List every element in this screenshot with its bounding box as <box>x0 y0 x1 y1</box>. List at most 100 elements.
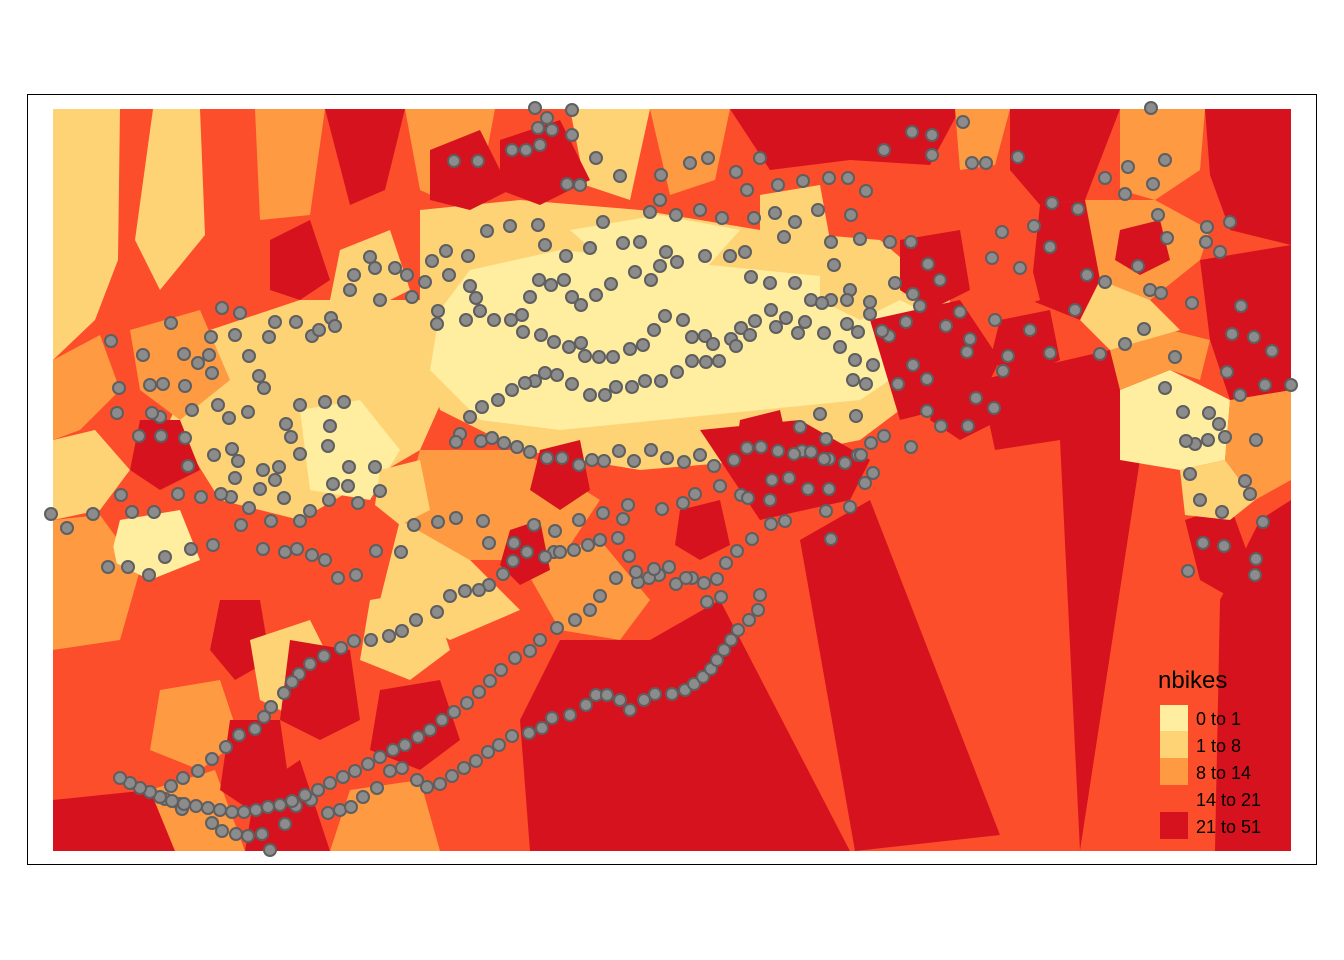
voronoi-cell <box>150 680 240 770</box>
bike-station-marker <box>305 548 319 562</box>
bike-station-marker <box>804 445 818 459</box>
bike-station-marker <box>1225 327 1239 341</box>
bike-station-marker <box>482 536 496 550</box>
bike-station-marker <box>1243 487 1257 501</box>
bike-station-marker <box>572 458 586 472</box>
bike-station-marker <box>747 211 761 225</box>
bike-station-marker <box>545 123 559 137</box>
bike-station-marker <box>677 455 691 469</box>
bike-station-marker <box>1154 286 1168 300</box>
bike-station-marker <box>496 567 510 581</box>
bike-station-marker <box>268 473 282 487</box>
bike-station-marker <box>1256 515 1270 529</box>
bike-station-marker <box>177 797 191 811</box>
bike-station-marker <box>506 554 520 568</box>
bike-station-marker <box>364 633 378 647</box>
bike-station-marker <box>1181 564 1195 578</box>
bike-station-marker <box>132 429 146 443</box>
bike-station-marker <box>491 393 505 407</box>
bike-station-marker <box>644 443 658 457</box>
bike-station-marker <box>693 448 707 462</box>
bike-station-marker <box>592 350 606 364</box>
bike-station-marker <box>222 411 236 425</box>
bike-station-marker <box>241 829 255 843</box>
bike-station-marker <box>913 299 927 313</box>
bike-station-marker <box>518 376 532 390</box>
bike-station-marker <box>763 493 777 507</box>
bike-station-marker <box>494 663 508 677</box>
bike-station-marker <box>388 261 402 275</box>
bike-station-marker <box>559 249 573 263</box>
bike-station-marker <box>433 777 447 791</box>
bike-station-marker <box>164 779 178 793</box>
bike-station-marker <box>356 790 370 804</box>
bike-station-marker <box>670 365 684 379</box>
bike-station-marker <box>273 798 287 812</box>
bike-station-marker <box>1248 568 1262 582</box>
bike-station-marker <box>1160 231 1174 245</box>
legend-swatch-2 <box>1160 758 1188 785</box>
voronoi-cell <box>280 640 360 740</box>
bike-station-marker <box>658 309 672 323</box>
bike-station-marker <box>1202 406 1216 420</box>
bike-station-marker <box>234 518 248 532</box>
bike-station-marker <box>213 803 227 817</box>
bike-station-marker <box>409 613 423 627</box>
bike-station-marker <box>394 545 408 559</box>
bike-station-marker <box>442 268 456 282</box>
bike-station-marker <box>864 436 878 450</box>
bike-station-marker <box>563 708 577 722</box>
bike-station-marker <box>228 471 242 485</box>
bike-station-marker <box>636 338 650 352</box>
bike-station-marker <box>420 780 434 794</box>
bike-station-marker <box>811 203 825 217</box>
bike-station-marker <box>194 490 208 504</box>
legend-label-0: 0 to 1 <box>1196 709 1241 729</box>
bike-station-marker <box>753 151 767 165</box>
bike-station-marker <box>114 488 128 502</box>
voronoi-cell <box>520 600 850 851</box>
bike-station-marker <box>368 460 382 474</box>
bike-station-marker <box>171 487 185 501</box>
bike-station-marker <box>849 409 863 423</box>
bike-station-marker <box>979 156 993 170</box>
bike-station-marker <box>373 484 387 498</box>
bike-station-marker <box>323 419 337 433</box>
bike-station-marker <box>724 633 738 647</box>
bike-station-marker <box>205 816 219 830</box>
bike-station-marker <box>589 288 603 302</box>
bike-station-marker <box>395 624 409 638</box>
bike-station-marker <box>824 235 838 249</box>
bike-station-marker <box>110 406 124 420</box>
bike-station-marker <box>791 326 805 340</box>
voronoi-cell <box>53 109 120 360</box>
bike-station-marker <box>654 374 668 388</box>
bike-station-marker <box>225 442 239 456</box>
bike-station-marker <box>743 328 757 342</box>
bike-station-marker <box>585 453 599 467</box>
bike-station-marker <box>348 764 362 778</box>
bike-station-marker <box>473 304 487 318</box>
bike-station-marker <box>447 154 461 168</box>
bike-station-marker <box>1071 202 1085 216</box>
bike-station-marker <box>1080 268 1094 282</box>
bike-station-marker <box>540 111 554 125</box>
bike-station-marker <box>439 244 453 258</box>
voronoi-cell <box>1115 220 1170 275</box>
bike-station-marker <box>447 705 461 719</box>
bike-station-marker <box>125 505 139 519</box>
bike-station-marker <box>765 473 779 487</box>
legend-label-3: 14 to 21 <box>1196 790 1261 810</box>
voronoi-cell <box>800 500 1000 851</box>
bike-station-marker <box>621 498 635 512</box>
bike-station-marker <box>1185 296 1199 310</box>
bike-station-marker <box>505 143 519 157</box>
bike-station-marker <box>285 794 299 808</box>
bike-station-marker <box>838 456 852 470</box>
bike-station-marker <box>1151 208 1165 222</box>
bike-station-marker <box>764 303 778 317</box>
bike-station-marker <box>431 304 445 318</box>
bike-station-marker <box>1179 434 1193 448</box>
bike-station-marker <box>185 403 199 417</box>
voronoi-cell <box>1120 370 1230 470</box>
